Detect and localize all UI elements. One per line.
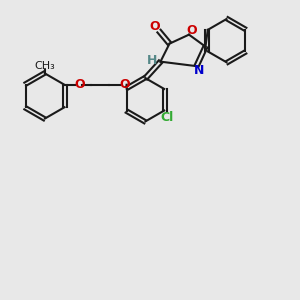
- Text: O: O: [119, 78, 130, 91]
- Text: Cl: Cl: [160, 111, 174, 124]
- Text: N: N: [194, 64, 205, 77]
- Text: O: O: [149, 20, 160, 33]
- Text: CH₃: CH₃: [34, 61, 56, 71]
- Text: O: O: [187, 24, 197, 37]
- Text: O: O: [74, 78, 85, 91]
- Text: H: H: [147, 54, 157, 67]
